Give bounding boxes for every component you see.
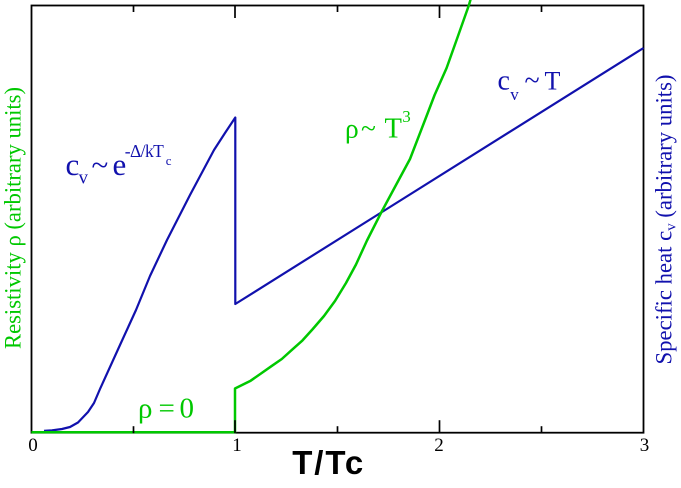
svg-text:3: 3 xyxy=(640,435,650,456)
svg-text:ρ=0: ρ = 0 xyxy=(138,393,194,425)
svg-text:0: 0 xyxy=(28,435,38,456)
svg-text:2: 2 xyxy=(434,435,444,456)
svg-text:cv~e-Δ/kTc: cv ~ e-Δ/kT c xyxy=(66,141,172,189)
svg-text:cv~T: cv ~ T xyxy=(498,66,561,104)
svg-text:Resistivity ρ (arbitrary units: Resistivity ρ (arbitrary units) xyxy=(1,87,26,349)
svg-text:T/Tc: T/Tc xyxy=(292,444,365,481)
svg-text:ρ~T3: ρ~ T3 xyxy=(345,107,411,145)
svg-text:1: 1 xyxy=(232,435,242,456)
svg-text:Specific heat cv (arbitrary un: Specific heat cv (arbitrary units) xyxy=(652,75,680,365)
